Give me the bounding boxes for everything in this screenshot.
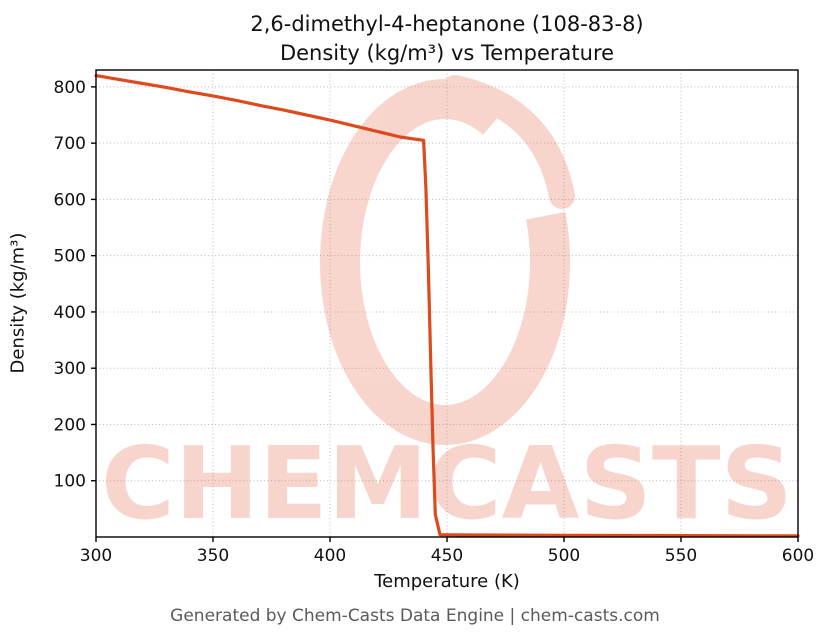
chart-subtitle: Density (kg/m³) vs Temperature: [279, 41, 615, 65]
x-axis-label: Temperature (K): [374, 571, 520, 592]
x-tick-label: 300: [80, 546, 112, 566]
watermark: CHEMCASTS: [101, 75, 793, 542]
y-tick-label: 200: [54, 415, 86, 435]
x-tick-label: 450: [431, 546, 463, 566]
watermark-logo-tail: [442, 75, 575, 209]
x-tick-label: 550: [665, 546, 697, 566]
y-tick-label: 500: [54, 247, 86, 267]
y-axis-label: Density (kg/m³): [7, 232, 29, 374]
y-tick-label: 400: [54, 303, 86, 323]
y-tick-label: 300: [54, 359, 86, 379]
density-line: [94, 74, 800, 538]
x-tick-label: 600: [782, 546, 814, 566]
y-tick-label: 100: [54, 472, 86, 492]
chart-title-block: 2,6-dimethyl-4-heptanone (108-83-8) Dens…: [96, 10, 798, 68]
plot-area: CHEMCASTS 300 350 400 450 500 550 600 100 200 300 4…: [54, 69, 814, 566]
x-tick-label: 500: [548, 546, 580, 566]
y-tick-label: 700: [54, 134, 86, 154]
watermark-logo-ring: [320, 79, 570, 445]
x-tick-label: 350: [197, 546, 229, 566]
x-tick-label: 400: [314, 546, 346, 566]
y-tick-label: 800: [54, 78, 86, 98]
y-tick-label: 600: [54, 190, 86, 210]
watermark-text: CHEMCASTS: [101, 425, 793, 542]
chart-title: 2,6-dimethyl-4-heptanone (108-83-8): [250, 12, 644, 36]
footer-credit: Generated by Chem-Casts Data Engine | ch…: [170, 606, 660, 626]
